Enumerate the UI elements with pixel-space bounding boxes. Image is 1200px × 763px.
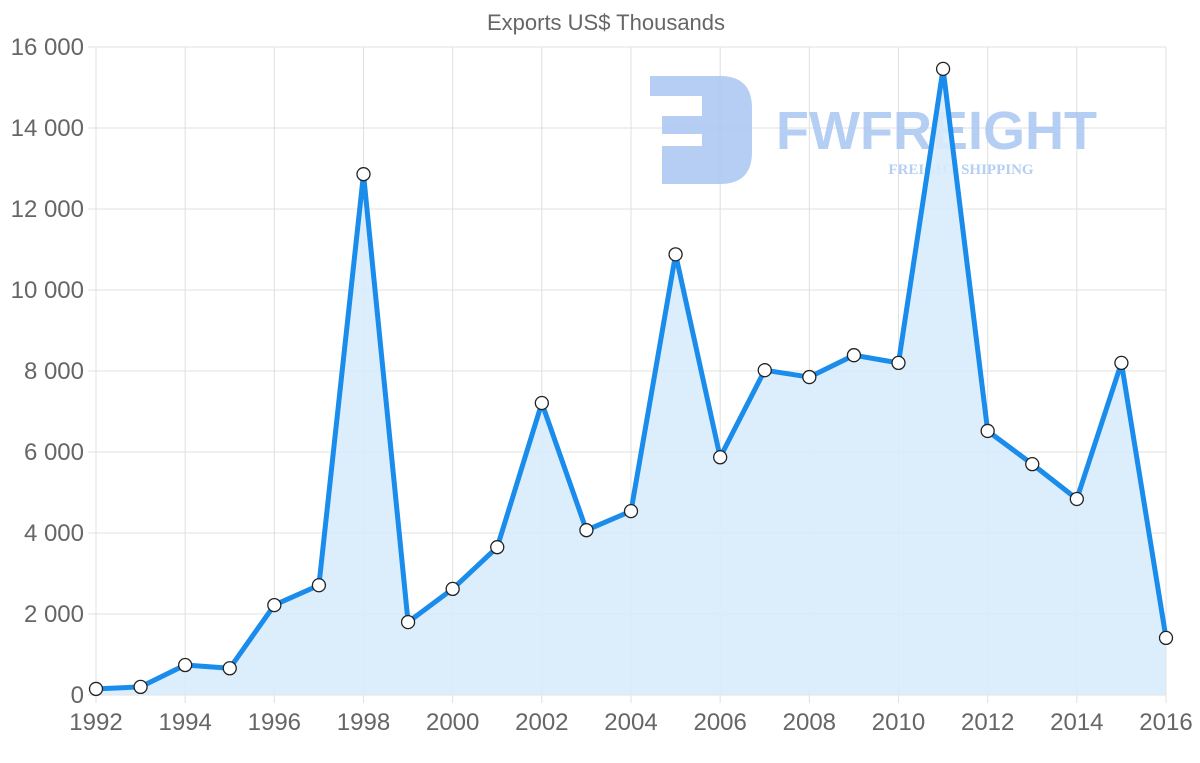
y-tick-label: 0 [71,682,84,709]
data-point[interactable] [802,369,817,385]
data-point[interactable] [445,581,460,597]
x-tick-label: 2008 [783,709,836,736]
x-tick-label: 2006 [693,709,746,736]
x-tick-label: 2004 [604,709,657,736]
y-tick-label: 4 000 [24,520,84,547]
y-tick-label: 2 000 [24,601,84,628]
data-point[interactable] [1158,630,1174,646]
data-point[interactable] [579,523,594,538]
x-tick-label: 2002 [515,709,568,736]
x-tick-label: 2012 [961,709,1014,736]
x-tick-label: 2016 [1139,709,1192,736]
data-point[interactable] [222,661,237,676]
y-tick-label: 16 000 [11,34,84,61]
x-tick-label: 1994 [158,709,211,736]
watermark-tagline: FREIGHT SHIPPING [888,162,1033,178]
data-point[interactable] [668,247,683,262]
x-tick-label: 2000 [426,709,479,736]
data-point[interactable] [891,355,906,371]
data-point[interactable] [133,679,148,695]
data-point[interactable] [534,395,549,411]
x-tick-label: 2010 [872,709,925,736]
data-point[interactable] [980,423,995,439]
x-tick-label: 1992 [69,709,122,736]
data-point[interactable] [846,348,862,363]
data-point[interactable] [400,614,416,630]
data-point[interactable] [757,363,772,378]
data-point[interactable] [178,657,193,673]
data-point[interactable] [1069,491,1084,507]
y-tick-label: 8 000 [24,358,84,385]
data-point[interactable] [623,503,639,519]
data-point[interactable] [88,681,104,697]
data-point[interactable] [356,167,371,182]
fwfreight-logo-icon [650,76,752,184]
y-tick-label: 10 000 [11,277,84,304]
data-point[interactable] [311,578,327,593]
data-point[interactable] [713,450,728,465]
y-axis: 0 2 000 4 000 6 000 8 000 10 000 12 000 14 000 1… [11,34,84,709]
area-fill [96,68,1166,696]
chart-title: Exports US$ Thousands [487,10,725,35]
data-points [88,61,1174,697]
y-tick-label: 12 000 [11,196,84,223]
watermark-logo: FWFREIGHT FREIGHT SHIPPING [650,76,1097,184]
x-tick-label: 1996 [248,709,301,736]
data-point[interactable] [935,61,951,77]
x-tick-label: 1998 [337,709,390,736]
x-axis: 1992 1994 1996 1998 2000 2002 2004 2006 2008 2010… [69,709,1192,736]
data-point[interactable] [1114,355,1129,371]
data-point[interactable] [1025,456,1040,472]
data-point[interactable] [267,597,282,613]
y-tick-label: 6 000 [24,439,84,466]
x-tick-label: 2014 [1050,709,1103,736]
y-tick-label: 14 000 [11,115,84,142]
data-point[interactable] [490,540,505,555]
